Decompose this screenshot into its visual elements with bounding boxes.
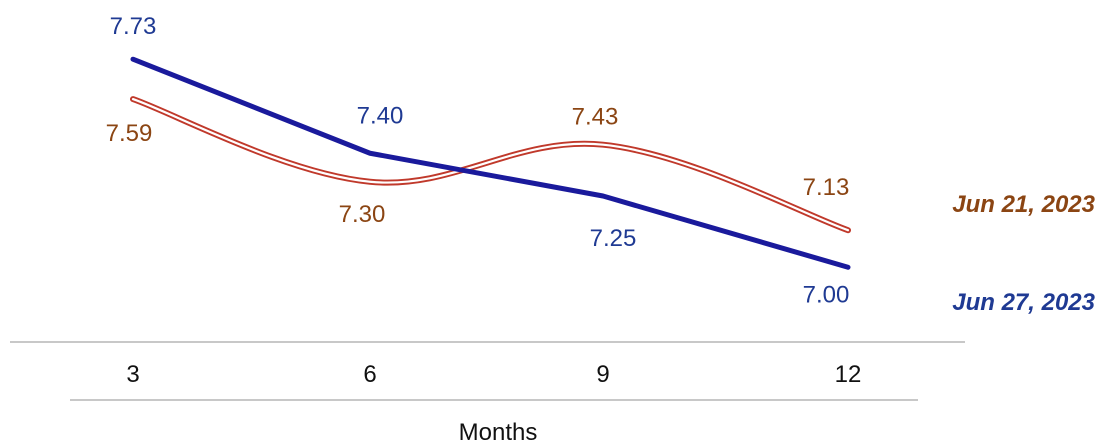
data-label: 7.30 <box>339 201 386 228</box>
x-tick-labels: 3 6 9 12 <box>126 361 861 388</box>
data-labels: 7.59 7.30 7.43 7.13 7.73 7.40 7.25 7.00 <box>106 13 850 308</box>
x-axis-label: Months <box>459 419 538 445</box>
x-axis: 3 6 9 12 Months <box>10 341 965 445</box>
x-tick-label: 3 <box>126 361 139 388</box>
series-line-jun-21-outer <box>130 96 851 234</box>
data-label: 7.25 <box>590 225 637 252</box>
series-line-jun-21-inner <box>131 98 850 232</box>
legend-entry: Jun 21, 2023 <box>952 191 1095 218</box>
data-label: 7.43 <box>572 104 619 131</box>
data-label: 7.40 <box>357 102 404 129</box>
data-label: 7.59 <box>106 120 153 147</box>
series-lines <box>130 56 851 270</box>
legend: Jun 21, 2023 Jun 27, 2023 <box>952 191 1095 316</box>
series-line-jun-27 <box>130 56 851 270</box>
data-label: 7.00 <box>803 281 850 308</box>
data-label: 7.13 <box>803 174 850 201</box>
data-label: 7.73 <box>110 13 157 40</box>
x-tick-label: 12 <box>835 361 862 388</box>
x-tick-label: 6 <box>363 361 376 388</box>
x-tick-label: 9 <box>596 361 609 388</box>
legend-entry: Jun 27, 2023 <box>952 289 1095 316</box>
